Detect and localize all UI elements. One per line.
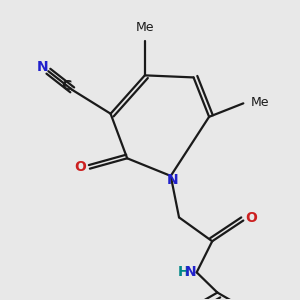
Text: H: H [178,265,189,279]
Text: C: C [61,79,72,93]
Text: O: O [245,211,257,225]
Text: Me: Me [251,96,270,109]
Text: N: N [37,61,49,74]
Text: Me: Me [136,21,155,34]
Text: N: N [167,173,178,187]
Text: O: O [74,160,86,174]
Text: N: N [185,265,197,279]
